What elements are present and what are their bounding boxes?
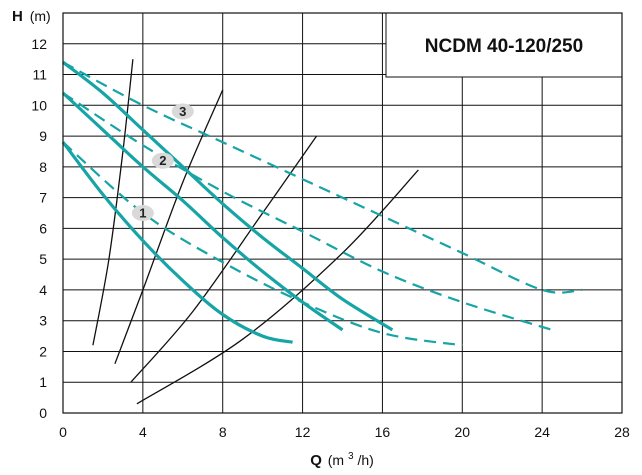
x-axis-label: Q (m 3 /h) <box>310 446 374 469</box>
efficiency-curve <box>114 89 224 365</box>
pump-curve-2-dashed <box>62 92 553 331</box>
y-tick-label: 1 <box>39 374 47 390</box>
x-tick-label: 24 <box>534 424 550 440</box>
x-tick-label: 0 <box>59 424 67 440</box>
plot-frame <box>62 12 623 414</box>
curve-marker-label: 2 <box>159 153 166 168</box>
efficiency-curves <box>92 59 419 405</box>
pump-curves <box>61 60 583 347</box>
curve-marker-1: 1 <box>131 205 154 221</box>
y-tick-label: 6 <box>39 220 47 236</box>
y-axis-label: H (m) <box>12 8 51 25</box>
y-tick-label: 9 <box>39 128 47 144</box>
pump-curve-3-solid <box>62 60 394 332</box>
pump-curve-3-dashed <box>62 61 583 294</box>
grid-lines <box>63 13 622 413</box>
y-tick-label: 10 <box>31 97 47 113</box>
y-axis-unit: (m) <box>30 8 51 24</box>
x-tick-label: 8 <box>219 424 227 440</box>
y-tick-label: 0 <box>39 405 47 421</box>
y-tick-label: 2 <box>39 343 47 359</box>
title-box <box>385 12 623 78</box>
curve-marker-badge <box>171 103 194 120</box>
x-axis-unit-sup: 3 <box>348 451 354 462</box>
x-tick-label: 4 <box>139 424 147 440</box>
x-tick-label: 12 <box>295 424 311 440</box>
chart-title: NCDM 40-120/250 <box>425 36 583 57</box>
pump-curve-1-dashed <box>62 141 463 347</box>
x-tick-label: 20 <box>454 424 470 440</box>
y-tick-label: 3 <box>39 313 47 329</box>
y-axis-symbol: H <box>12 8 23 25</box>
x-axis-unit-open: (m <box>328 452 344 468</box>
y-tick-label: 12 <box>31 36 47 52</box>
y-tick-label: 11 <box>32 67 47 83</box>
efficiency-curve <box>130 135 318 383</box>
x-tick-label: 16 <box>375 424 391 440</box>
plot-area <box>63 13 622 413</box>
pump-curve-2-solid <box>61 91 344 332</box>
curve-marker-badge <box>151 152 174 169</box>
efficiency-curve <box>92 59 134 346</box>
y-tick-label: 8 <box>39 159 47 175</box>
x-axis-symbol: Q <box>310 452 322 469</box>
y-tick-label: 5 <box>39 251 47 267</box>
y-tick-label: 4 <box>39 282 47 298</box>
pump-curve-1-solid <box>61 141 293 344</box>
curve-marker-label: 3 <box>179 104 186 119</box>
x-axis-unit-close: /h) <box>357 452 373 468</box>
curve-marker-label: 1 <box>139 206 146 221</box>
efficiency-curve <box>136 169 419 405</box>
curve-marker-badge <box>131 205 154 221</box>
y-tick-label: 7 <box>39 190 47 206</box>
curve-marker-3: 3 <box>171 103 194 120</box>
curve-marker-2: 2 <box>151 152 174 169</box>
x-tick-label: 28 <box>614 424 630 440</box>
curve-markers: 1 2 3 <box>131 103 194 221</box>
